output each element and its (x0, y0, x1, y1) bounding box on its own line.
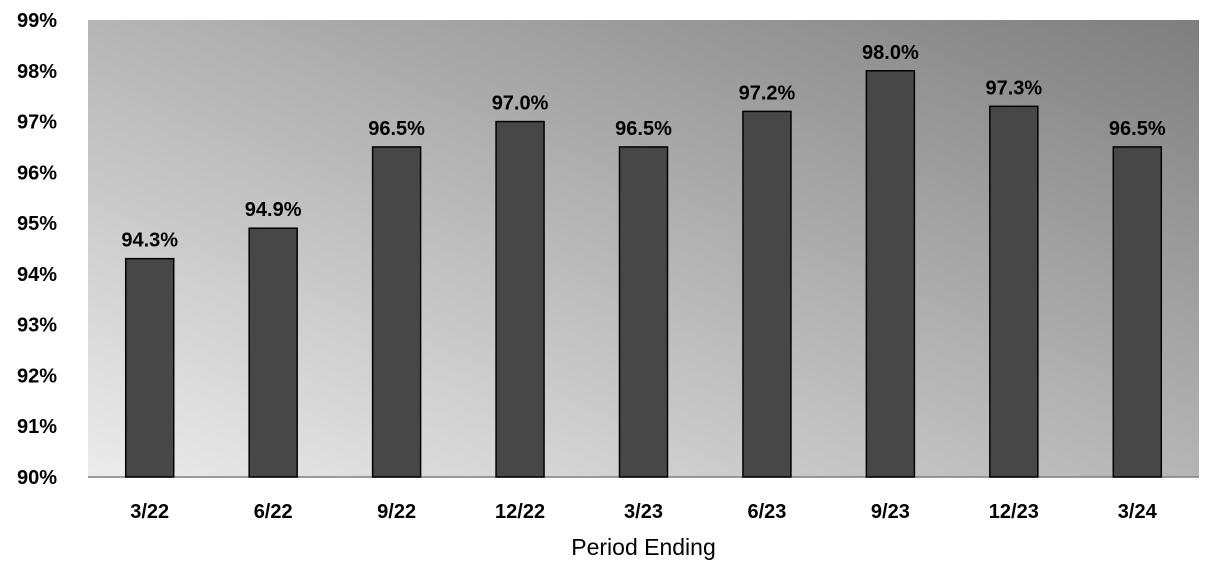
data-labels: 94.3% 94.9% 96.5% 97.0% 96.5% 97.2% 98.0% 97.3%… (121, 42, 1165, 252)
data-label: 97.0% (492, 93, 549, 115)
data-label: 97.3% (985, 77, 1042, 99)
data-label: 96.5% (368, 118, 425, 140)
y-axis: 90% 91% 92% 93% 94% 95% 96% 97% 98% 99% (17, 10, 57, 489)
y-tick-label: 91% (17, 416, 57, 438)
y-tick-label: 96% (17, 162, 57, 184)
data-label: 98.0% (862, 42, 919, 64)
x-axis: 3/22 6/22 9/22 12/22 3/23 6/23 9/23 12/23 3/24 (130, 501, 1157, 523)
x-tick-label: 6/23 (747, 501, 786, 523)
bar-6-23 (742, 110, 792, 478)
bar-9-23 (865, 70, 916, 478)
y-tick-label: 95% (17, 213, 57, 235)
x-tick-label: 3/23 (624, 501, 663, 523)
bars (124, 70, 1163, 478)
x-tick-label: 6/22 (254, 501, 293, 523)
y-tick-label: 94% (17, 264, 57, 286)
data-label: 97.2% (739, 82, 796, 104)
bar-12-22 (495, 120, 545, 478)
y-tick-label: 98% (17, 61, 57, 83)
bar-9-22 (371, 146, 422, 478)
x-tick-label: 12/22 (495, 501, 545, 523)
x-tick-label: 9/23 (871, 501, 910, 523)
x-tick-label: 3/22 (130, 501, 169, 523)
x-axis-title: Period Ending (571, 534, 716, 560)
y-tick-label: 97% (17, 112, 57, 134)
bar-3-23 (618, 146, 669, 478)
bar-12-23 (989, 105, 1039, 478)
data-label: 94.9% (245, 199, 302, 221)
data-label: 96.5% (615, 118, 672, 140)
data-label: 94.3% (121, 230, 178, 252)
y-tick-label: 93% (17, 315, 57, 337)
bar-3-22 (124, 257, 175, 478)
y-tick-label: 92% (17, 365, 57, 387)
data-label: 96.5% (1109, 118, 1166, 140)
x-tick-label: 9/22 (377, 501, 416, 523)
y-tick-label: 90% (17, 467, 57, 489)
x-tick-label: 3/24 (1118, 501, 1158, 523)
y-tick-label: 99% (17, 10, 57, 32)
bar-3-24 (1112, 146, 1163, 478)
x-tick-label: 12/23 (989, 501, 1039, 523)
bar-6-22 (248, 227, 298, 478)
